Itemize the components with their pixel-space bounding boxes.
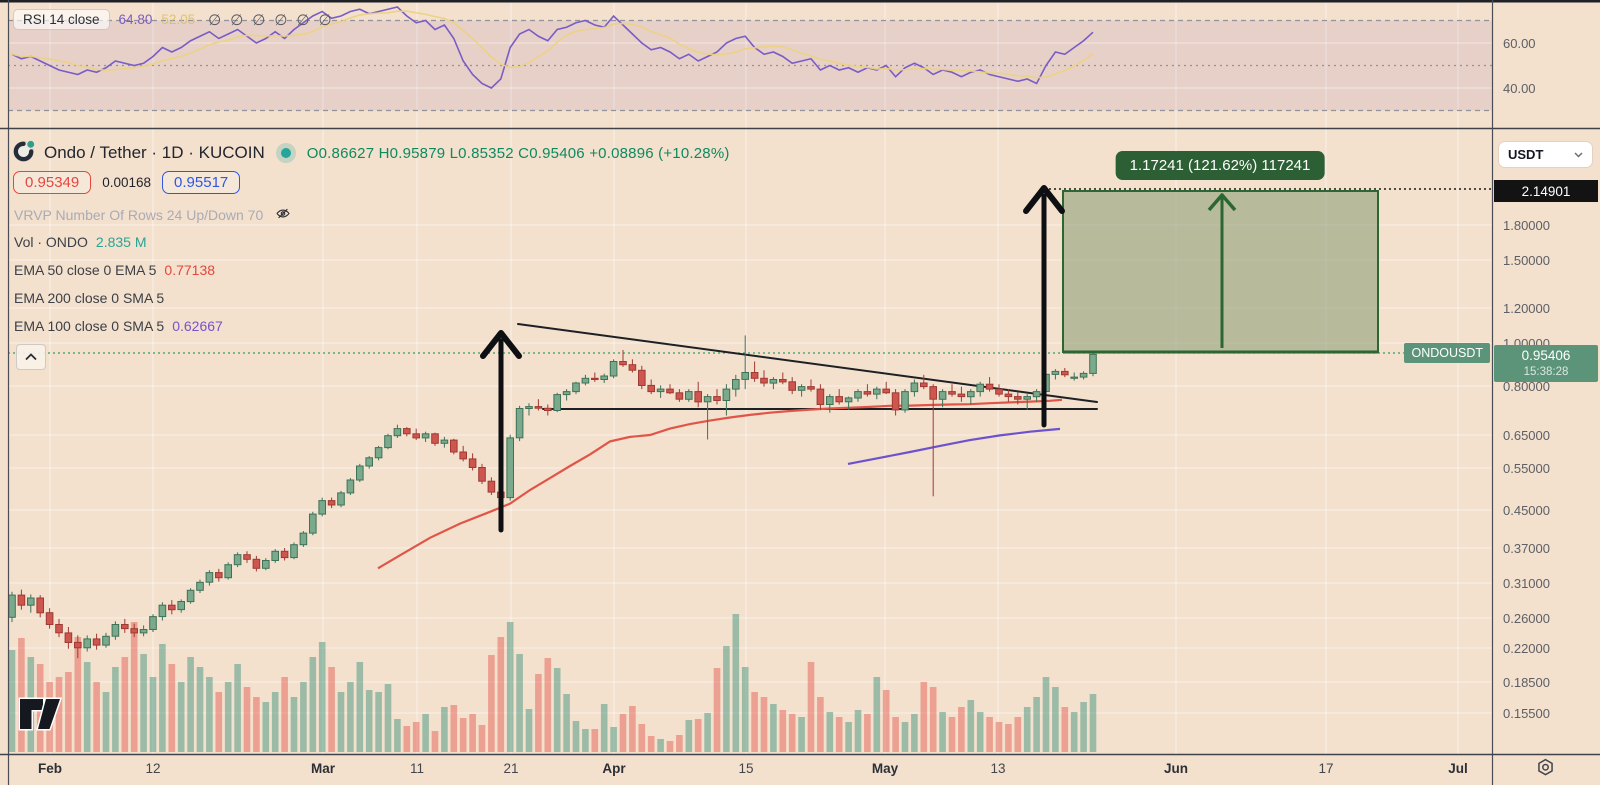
indicator-value: 0.62667 [172,318,223,334]
empty-source-icon: ∅ [274,11,288,29]
time-tick-label: Jun [1163,761,1189,776]
candle-series [8,335,1097,659]
currency-toggle-button[interactable]: USDT [1499,142,1592,167]
empty-source-icon: ∅ [318,11,332,29]
bid-ask-row: 0.95349 0.00168 0.95517 [13,171,241,194]
time-tick-label: 15 [738,761,754,776]
time-tick-label: Mar [310,761,336,776]
eye-off-icon[interactable] [271,206,292,224]
indicator-row: Vol · ONDO 2.835 M [14,234,147,250]
price-tick-label: 0.80000 [1503,379,1550,394]
currency-label: USDT [1508,147,1544,162]
ema50-line [377,398,1063,570]
spread-value: 0.00168 [102,175,152,190]
ondo-logo-icon [13,139,36,167]
empty-source-icon: ∅ [230,11,244,29]
price-tick-label: 0.65000 [1503,428,1550,443]
last-price: 0.95406 [1521,347,1571,363]
sell-button[interactable]: 0.95349 [13,171,92,194]
time-tick-label: 21 [503,761,519,776]
indicator-row: VRVP Number Of Rows 24 Up/Down 70 [14,206,292,224]
price-tick-label: 0.22000 [1503,641,1550,656]
rsi-plot [11,6,1094,89]
price-axis[interactable]: 60.00 40.00 1.80000 1.50000 1.20000 1.00000 0… [1493,0,1600,785]
bar-countdown: 15:38:28 [1523,365,1569,378]
price-tick-label: 1.50000 [1503,253,1550,268]
symbol-price-tag: ONDOUSDT [1404,343,1490,363]
last-price-badge: 0.95406 15:38:28 [1494,345,1598,382]
indicator-row: EMA 100 close 0 SMA 5 0.62667 [14,318,223,334]
empty-source-icon: ∅ [252,11,266,29]
indicator-row: EMA 50 close 0 EMA 5 0.77138 [14,262,215,278]
indicator-label[interactable]: EMA 200 close 0 SMA 5 [14,290,165,306]
collapse-legend-button[interactable] [16,344,46,370]
price-tick-label: 1.80000 [1503,218,1550,233]
time-tick-label: Feb [37,761,63,776]
time-tick-label: 17 [1318,761,1334,776]
time-tick-label: Apr [602,761,626,776]
time-axis[interactable]: Feb 12 Mar 11 21 Apr 15 May 13 Jun 17 Jul [0,755,1600,785]
chevron-up-icon [25,353,37,361]
rsi-legend: RSI 14 close 64.80 52.05 ∅ ∅ ∅ ∅ ∅ ∅ [13,9,332,30]
rsi-value: 64.80 [118,12,153,27]
rsi-indicator-title[interactable]: RSI 14 close [13,9,110,30]
price-tick-label: 0.55000 [1503,461,1550,476]
empty-source-icon: ∅ [208,11,222,29]
arrow-drawings[interactable] [480,185,1065,533]
projection-box-drawing[interactable] [1062,190,1379,354]
axis-settings-gear-icon[interactable] [1535,757,1556,783]
price-tick-label: 0.45000 [1503,503,1550,518]
price-tick-label: 0.15500 [1503,706,1550,721]
volume-series [8,614,1097,752]
price-tick-label: 0.26000 [1503,611,1550,626]
indicator-label[interactable]: EMA 50 close 0 EMA 5 [14,262,157,278]
symbol-title[interactable]: Ondo / Tether · 1D · KUCOIN [44,143,265,162]
gridlines [8,3,1492,754]
ema100-line [847,427,1061,465]
indicator-label[interactable]: Vol · ONDO [14,234,88,250]
price-tick-label: 0.18500 [1503,675,1550,690]
tradingview-logo-icon[interactable] [17,695,63,738]
indicator-value: 0.77138 [164,262,216,278]
symbol-legend-row: Ondo / Tether · 1D · KUCOIN O0.86627 H0.… [13,139,730,167]
indicator-row: EMA 200 close 0 SMA 5 [14,290,164,306]
time-tick-label: 13 [990,761,1006,776]
indicator-label[interactable]: VRVP Number Of Rows 24 Up/Down 70 [14,207,264,223]
rsi-empty-values: ∅ ∅ ∅ ∅ ∅ ∅ [204,11,331,29]
price-tick-label: 0.31000 [1503,576,1550,591]
market-status-icon[interactable] [280,148,291,158]
drawing-level-badge: 2.14901 [1494,180,1598,202]
empty-source-icon: ∅ [296,11,310,29]
time-tick-label: May [871,761,899,776]
indicator-value: 2.835 M [95,234,147,250]
rsi-ma-value: 52.05 [161,12,196,27]
rsi-tick-label: 60.00 [1503,36,1536,51]
chevron-down-icon [1574,151,1583,158]
time-tick-label: 11 [409,761,425,776]
rsi-tick-label: 40.00 [1503,81,1536,96]
buy-button[interactable]: 0.95517 [162,171,241,194]
time-tick-label: Jul [1448,761,1468,776]
price-tick-label: 0.37000 [1503,541,1550,556]
projection-target-label[interactable]: 1.17241 (121.62%) 117241 [1115,151,1325,180]
ohlc-values: O0.86627 H0.95879 L0.85352 C0.95406 +0.0… [306,144,730,162]
price-tick-label: 1.20000 [1503,301,1550,316]
indicator-label[interactable]: EMA 100 close 0 SMA 5 [14,318,165,334]
time-tick-label: 12 [145,761,161,776]
